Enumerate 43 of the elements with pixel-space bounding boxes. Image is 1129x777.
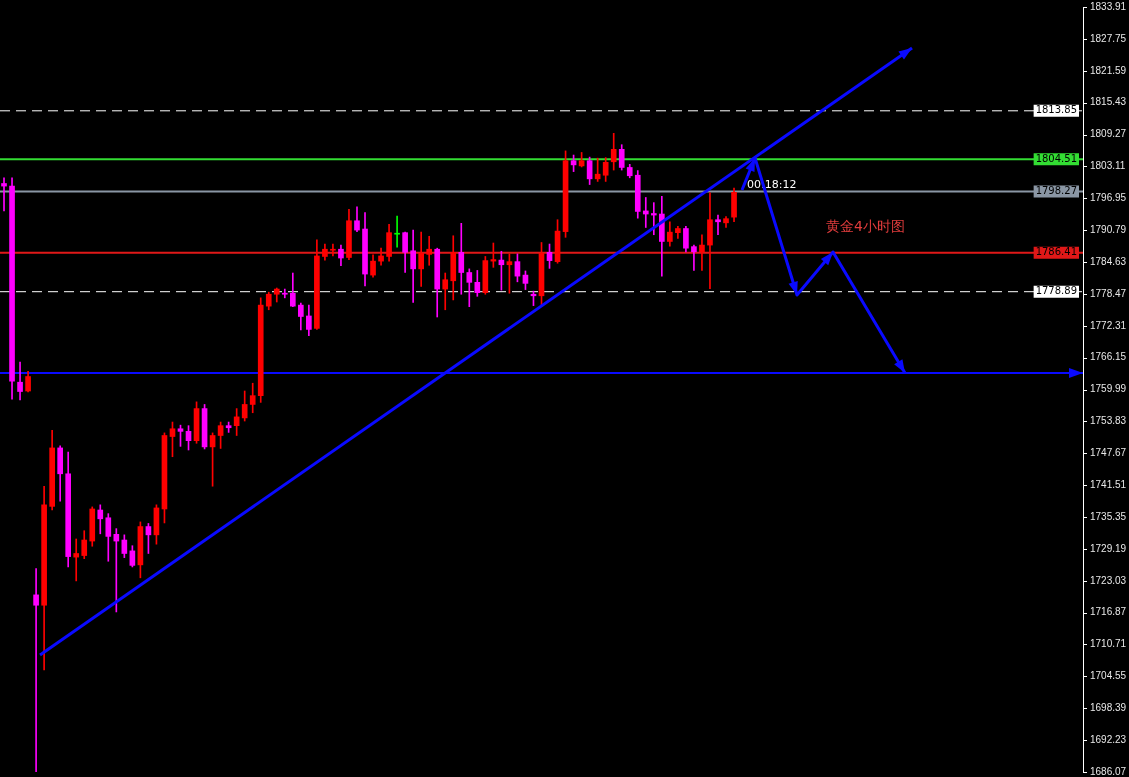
y-tick-label: 1741.51 — [1090, 478, 1127, 490]
y-tick-label: 1766.15 — [1090, 351, 1127, 363]
y-tick-label: 1692.23 — [1090, 733, 1127, 745]
y-tick-label: 1815.43 — [1090, 96, 1127, 108]
candlestick — [1, 177, 7, 212]
y-tick-label: 1772.31 — [1090, 319, 1127, 331]
ref-line-label: 1778.89 — [1035, 285, 1078, 297]
y-tick-label: 1790.79 — [1090, 223, 1127, 235]
candlestick — [33, 568, 39, 772]
ref-line-label: 1804.51 — [1035, 152, 1078, 164]
ref-line-label: 1813.85 — [1035, 104, 1078, 116]
y-tick-label: 1698.39 — [1090, 702, 1127, 713]
y-tick-label: 1747.67 — [1090, 447, 1127, 458]
candlestick — [394, 215, 400, 248]
y-tick-label: 1778.47 — [1090, 287, 1127, 299]
y-tick-label: 1759.99 — [1090, 383, 1127, 395]
y-tick-label: 1803.11 — [1090, 160, 1126, 172]
candlestick — [691, 244, 697, 271]
y-tick-label: 1723.03 — [1090, 574, 1127, 586]
y-tick-label: 1809.27 — [1090, 128, 1127, 140]
y-tick-label: 1729.19 — [1090, 542, 1127, 554]
candlestick — [73, 538, 80, 582]
y-tick-label: 1716.87 — [1090, 606, 1127, 618]
y-tick-label: 1735.35 — [1090, 510, 1127, 522]
y-tick-label: 1704.55 — [1090, 670, 1127, 682]
candlestick — [378, 247, 384, 266]
y-tick-label: 1686.07 — [1090, 765, 1127, 777]
y-tick-label: 1827.75 — [1090, 32, 1127, 44]
y-tick-label: 1833.91 — [1090, 0, 1127, 12]
candlestick — [330, 243, 336, 257]
candlestick — [113, 528, 120, 613]
y-tick-label: 1796.95 — [1090, 192, 1127, 203]
y-tick-label: 1784.63 — [1090, 255, 1127, 267]
y-tick-label: 1710.71 — [1090, 638, 1127, 650]
candlestick — [650, 202, 657, 236]
ref-line-label: 1798.27 — [1035, 185, 1078, 197]
ref-line-label: 1786.41 — [1035, 246, 1078, 258]
y-tick-label: 1821.59 — [1090, 64, 1127, 76]
candlestick — [715, 214, 721, 236]
candlestick — [699, 234, 705, 271]
y-tick-label: 1753.83 — [1090, 415, 1127, 427]
annotation: 黄金4小时图 — [826, 217, 905, 234]
candlestick — [426, 235, 433, 266]
